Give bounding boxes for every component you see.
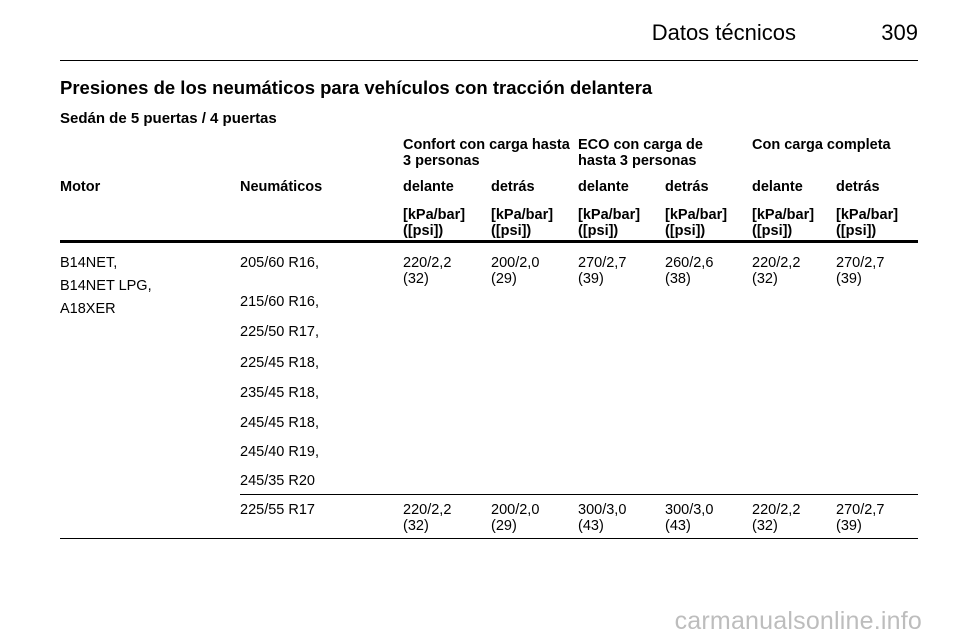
- page-number: 309: [881, 20, 918, 45]
- subsection-title: Sedán de 5 puertas / 4 puertas: [60, 110, 277, 127]
- subheader-detras: detrás: [491, 179, 535, 195]
- header-rule: [60, 60, 918, 61]
- pressure-psi: (43): [665, 518, 691, 534]
- pressure-value: 270/2,7 (39): [578, 255, 626, 287]
- column-header-tires: Neumáticos: [240, 179, 323, 195]
- pressure-kpa-bar: 220/2,2: [403, 255, 452, 271]
- tire-size: 225/55 R17: [240, 502, 315, 518]
- group-header-eco: ECO con carga de hasta 3 personas: [578, 137, 703, 169]
- tire-size: 205/60 R16,: [240, 255, 320, 271]
- unit-label: [kPa/bar] ([psi]): [665, 207, 727, 239]
- unit-kpa-bar: [kPa/bar]: [403, 207, 466, 223]
- pressure-value: 200/2,0 (29): [491, 502, 539, 534]
- pressure-kpa-bar: 200/2,0: [491, 502, 540, 518]
- pressure-psi: (29): [491, 518, 517, 534]
- table-header-rule: [60, 240, 918, 243]
- pressure-kpa-bar: 220/2,2: [752, 502, 801, 518]
- group-header-comfort-line1: Confort con carga hasta: [403, 137, 570, 153]
- pressure-kpa-bar: 270/2,7: [836, 255, 885, 271]
- pressure-value: 220/2,2 (32): [403, 502, 451, 534]
- subheader-delante: delante: [403, 179, 454, 195]
- tire-size: 245/35 R20: [240, 473, 315, 489]
- unit-psi: ([psi]): [665, 223, 706, 239]
- pressure-value: 200/2,0 (29): [491, 255, 539, 287]
- tire-size: 215/60 R16,: [240, 294, 320, 310]
- unit-label: [kPa/bar] ([psi]): [491, 207, 553, 239]
- pressure-kpa-bar: 200/2,0: [491, 255, 540, 271]
- unit-label: [kPa/bar] ([psi]): [403, 207, 465, 239]
- pressure-psi: (32): [403, 518, 429, 534]
- pressure-value: 270/2,7 (39): [836, 502, 884, 534]
- pressure-value: 270/2,7 (39): [836, 255, 884, 287]
- pressure-kpa-bar: 260/2,6: [665, 255, 714, 271]
- pressure-psi: (43): [578, 518, 604, 534]
- unit-kpa-bar: [kPa/bar]: [836, 207, 899, 223]
- group-header-full-load: Con carga completa: [752, 137, 891, 153]
- unit-kpa-bar: [kPa/bar]: [491, 207, 554, 223]
- pressure-psi: (29): [491, 271, 517, 287]
- pressure-value: 300/3,0 (43): [578, 502, 626, 534]
- group-header-full-load-line1: Con carga completa: [752, 137, 891, 153]
- pressure-psi: (32): [752, 271, 778, 287]
- engine-label: B14NET LPG,: [60, 278, 152, 294]
- page-header: Datos técnicos 309: [60, 14, 918, 60]
- subheader-delante: delante: [578, 179, 629, 195]
- pressure-kpa-bar: 270/2,7: [578, 255, 627, 271]
- group-header-comfort-line2: 3 personas: [403, 153, 480, 169]
- pressure-value: 300/3,0 (43): [665, 502, 713, 534]
- pressure-psi: (39): [578, 271, 604, 287]
- watermark: carmanualsonline.info: [674, 607, 922, 635]
- unit-label: [kPa/bar] ([psi]): [752, 207, 814, 239]
- unit-kpa-bar: [kPa/bar]: [665, 207, 728, 223]
- pressure-value: 220/2,2 (32): [752, 502, 800, 534]
- table-bottom-rule: [60, 538, 918, 539]
- unit-psi: ([psi]): [578, 223, 619, 239]
- pressure-psi: (32): [752, 518, 778, 534]
- pressure-kpa-bar: 300/3,0: [578, 502, 627, 518]
- pressure-psi: (38): [665, 271, 691, 287]
- subheader-detras: detrás: [665, 179, 709, 195]
- unit-label: [kPa/bar] ([psi]): [578, 207, 640, 239]
- unit-kpa-bar: [kPa/bar]: [578, 207, 641, 223]
- section-title: Presiones de los neumáticos para vehícul…: [60, 77, 653, 98]
- pressure-kpa-bar: 220/2,2: [752, 255, 801, 271]
- pressure-value: 220/2,2 (32): [403, 255, 451, 287]
- pressure-psi: (39): [836, 271, 862, 287]
- tire-size: 225/45 R18,: [240, 355, 320, 371]
- column-header-motor: Motor: [60, 179, 101, 195]
- unit-psi: ([psi]): [752, 223, 793, 239]
- pressure-psi: (32): [403, 271, 429, 287]
- pressure-kpa-bar: 220/2,2: [403, 502, 452, 518]
- unit-label: [kPa/bar] ([psi]): [836, 207, 898, 239]
- header-title: Datos técnicos: [651, 20, 796, 45]
- unit-kpa-bar: [kPa/bar]: [752, 207, 815, 223]
- tire-size: 245/45 R18,: [240, 415, 320, 431]
- pressure-psi: (39): [836, 518, 862, 534]
- group-header-comfort: Confort con carga hasta 3 personas: [403, 137, 570, 169]
- group-header-eco-line2: hasta 3 personas: [578, 153, 697, 169]
- subheader-detras: detrás: [836, 179, 880, 195]
- pressure-kpa-bar: 300/3,0: [665, 502, 714, 518]
- pressure-kpa-bar: 270/2,7: [836, 502, 885, 518]
- group-header-eco-line1: ECO con carga de: [578, 137, 703, 153]
- unit-psi: ([psi]): [836, 223, 877, 239]
- unit-psi: ([psi]): [491, 223, 532, 239]
- engine-label: B14NET,: [60, 255, 118, 271]
- engine-label: A18XER: [60, 301, 116, 317]
- tire-size: 235/45 R18,: [240, 385, 320, 401]
- tire-size: 245/40 R19,: [240, 444, 320, 460]
- pressure-value: 260/2,6 (38): [665, 255, 713, 287]
- row-divider: [240, 494, 918, 495]
- tire-size: 225/50 R17,: [240, 324, 320, 340]
- unit-psi: ([psi]): [403, 223, 444, 239]
- subheader-delante: delante: [752, 179, 803, 195]
- pressure-value: 220/2,2 (32): [752, 255, 800, 287]
